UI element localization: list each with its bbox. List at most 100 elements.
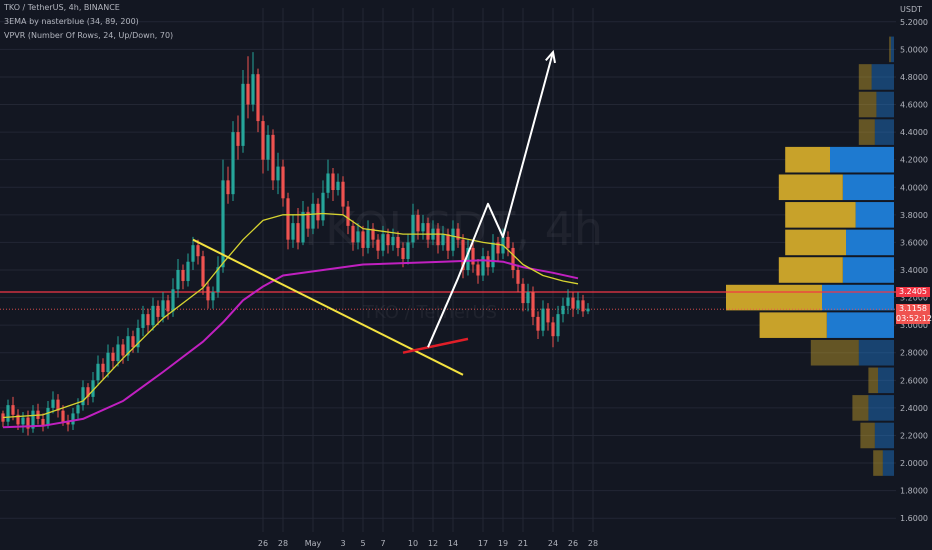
candle-body: [396, 236, 400, 248]
candle-body: [481, 256, 485, 276]
vpvr-up-bar: [890, 36, 894, 63]
candle-body: [181, 270, 185, 282]
candle-body: [551, 322, 555, 337]
candle-body: [201, 256, 205, 287]
vpvr-down-bar: [778, 257, 843, 283]
candle-body: [326, 173, 330, 193]
candle-body: [61, 410, 65, 422]
x-tick-label: 12: [428, 539, 438, 548]
candle-body: [421, 223, 425, 232]
price-axis: 1.6000 1.8000 2.0000 2.2000 2.4000 2.6000 2.80…: [900, 18, 928, 523]
last-price-tag: 3.1158: [896, 304, 930, 315]
volume-profile: [726, 36, 894, 476]
candle-body: [471, 247, 475, 265]
trend-line: [192, 238, 464, 376]
candle-body: [361, 231, 365, 248]
candle-body: [51, 399, 55, 408]
candle-body: [246, 83, 250, 105]
candle-body: [31, 410, 35, 429]
y-tick-label: 3.4000: [900, 266, 928, 275]
candle-body: [486, 256, 490, 268]
level-price-tag: 3.2405: [896, 286, 930, 297]
vpvr-down-bar: [852, 395, 869, 421]
x-tick-label: 28: [278, 539, 288, 548]
vpvr-down-bar: [785, 146, 830, 173]
projection-path: [427, 51, 554, 348]
candle-body: [241, 83, 245, 146]
y-tick-label: 2.4000: [900, 404, 928, 413]
y-tick-label: 3.8000: [900, 211, 928, 220]
candle-body: [331, 173, 335, 191]
support-line: [402, 337, 469, 354]
candle-body: [226, 180, 230, 195]
y-tick-label: 3.2000: [900, 294, 928, 303]
candle-body: [196, 245, 200, 257]
candle-body: [376, 239, 380, 251]
y-tick-label: 2.8000: [900, 349, 928, 358]
candle-body: [106, 352, 110, 373]
candle-body: [86, 387, 90, 397]
candle-body: [521, 283, 525, 304]
candle-body: [206, 286, 210, 301]
candle-body: [426, 223, 430, 240]
candle-body: [296, 223, 300, 243]
candle-body: [151, 305, 155, 326]
legend-ema: 3EMA by nasterblue (34, 89, 200): [4, 17, 139, 26]
candle-body: [336, 181, 340, 191]
x-tick-label: 26: [568, 539, 578, 548]
countdown-tag: 03:52:12: [896, 314, 932, 325]
candle-body: [346, 206, 350, 226]
candle-body: [21, 417, 25, 425]
candle-body: [476, 264, 480, 276]
candle-body: [26, 417, 30, 429]
y-tick-label: 4.0000: [900, 183, 928, 192]
candle-body: [391, 236, 395, 246]
candle-body: [441, 234, 445, 246]
y-tick-label: 2.6000: [900, 376, 928, 385]
candle-body: [6, 405, 10, 422]
vpvr-up-bar: [846, 229, 894, 256]
ema-34-line: [2, 212, 579, 419]
candle-body: [306, 212, 310, 229]
vpvr-down-bar: [873, 450, 883, 476]
candle-body: [341, 181, 345, 207]
candle-body: [236, 132, 240, 146]
y-tick-label: 4.4000: [900, 128, 928, 137]
candle-body: [96, 363, 100, 381]
candle-body: [301, 212, 305, 243]
candle-body: [571, 297, 575, 309]
candle-body: [186, 261, 190, 282]
watermark: TKOUSDT, 4h TKO / TetherUS: [296, 202, 603, 323]
x-tick-label: 28: [588, 539, 598, 548]
vpvr-down-bar: [810, 339, 859, 366]
grid: [0, 8, 896, 532]
candle-body: [316, 203, 320, 221]
candle-body: [566, 297, 570, 306]
candle-body: [136, 327, 140, 348]
candle-body: [456, 228, 460, 240]
y-tick-label: 1.6000: [900, 514, 928, 523]
candle-body: [436, 228, 440, 246]
candle-body: [16, 414, 20, 425]
candle-body: [66, 421, 70, 425]
legend-symbol: TKO / TetherUS, 4h, BINANCE: [4, 3, 120, 12]
candle-body: [496, 242, 500, 254]
x-tick-label: 5: [360, 539, 365, 548]
vpvr-down-bar: [778, 174, 843, 201]
candle-body: [231, 132, 235, 195]
time-axis: 26 28 May 3 5 7 10 12 14 17 19 21 24 26 28: [258, 539, 598, 548]
candle-body: [451, 228, 455, 251]
candle-body: [161, 300, 165, 317]
candle-body: [256, 74, 260, 122]
candles: [1, 52, 590, 436]
candle-body: [366, 228, 370, 248]
ema-lines: [2, 212, 579, 429]
x-tick-label: 19: [498, 539, 508, 548]
candle-body: [41, 418, 45, 426]
x-tick-label: 3: [340, 539, 345, 548]
candle-body: [121, 344, 125, 356]
x-tick-label: 10: [408, 539, 418, 548]
candle-body: [276, 166, 280, 181]
candle-body: [11, 405, 15, 415]
